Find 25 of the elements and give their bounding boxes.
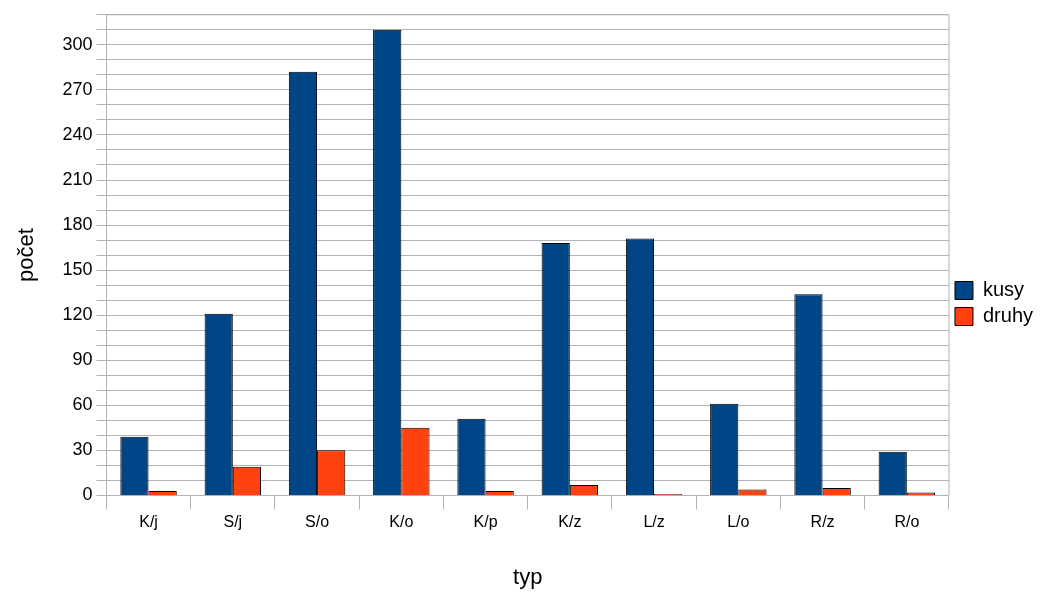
y-tick-label: 30 (72, 439, 93, 460)
x-tick-label: K/j (139, 513, 158, 531)
x-tick-label: L/z (643, 513, 665, 531)
y-tick-label: 120 (62, 304, 93, 325)
x-tick-label: K/z (558, 513, 582, 531)
y-tick-label: 90 (72, 349, 93, 370)
x-tick-label: L/o (727, 513, 750, 531)
x-tick-label: S/j (223, 513, 243, 531)
y-tick-label: 60 (72, 394, 93, 415)
y-tick-label: 240 (62, 123, 93, 144)
y-tick-label: 300 (62, 33, 93, 54)
y-tick-label: 270 (62, 78, 93, 99)
legend-label: kusy (982, 278, 1025, 301)
y-tick-label: 210 (62, 168, 93, 189)
y-tick-label: 180 (62, 214, 93, 235)
x-tick-label: K/p (473, 513, 498, 531)
x-tick-label: K/o (389, 513, 414, 531)
y-axis-title: počet (13, 228, 39, 283)
x-axis-title: typ (513, 563, 543, 589)
y-tick-label: 0 (82, 484, 93, 505)
x-tick-label: R/z (810, 513, 835, 531)
y-tick-label: 150 (62, 259, 93, 280)
legend-label: druhy (982, 304, 1033, 327)
x-tick-label: S/o (305, 513, 330, 531)
x-tick-label: R/o (894, 513, 920, 531)
